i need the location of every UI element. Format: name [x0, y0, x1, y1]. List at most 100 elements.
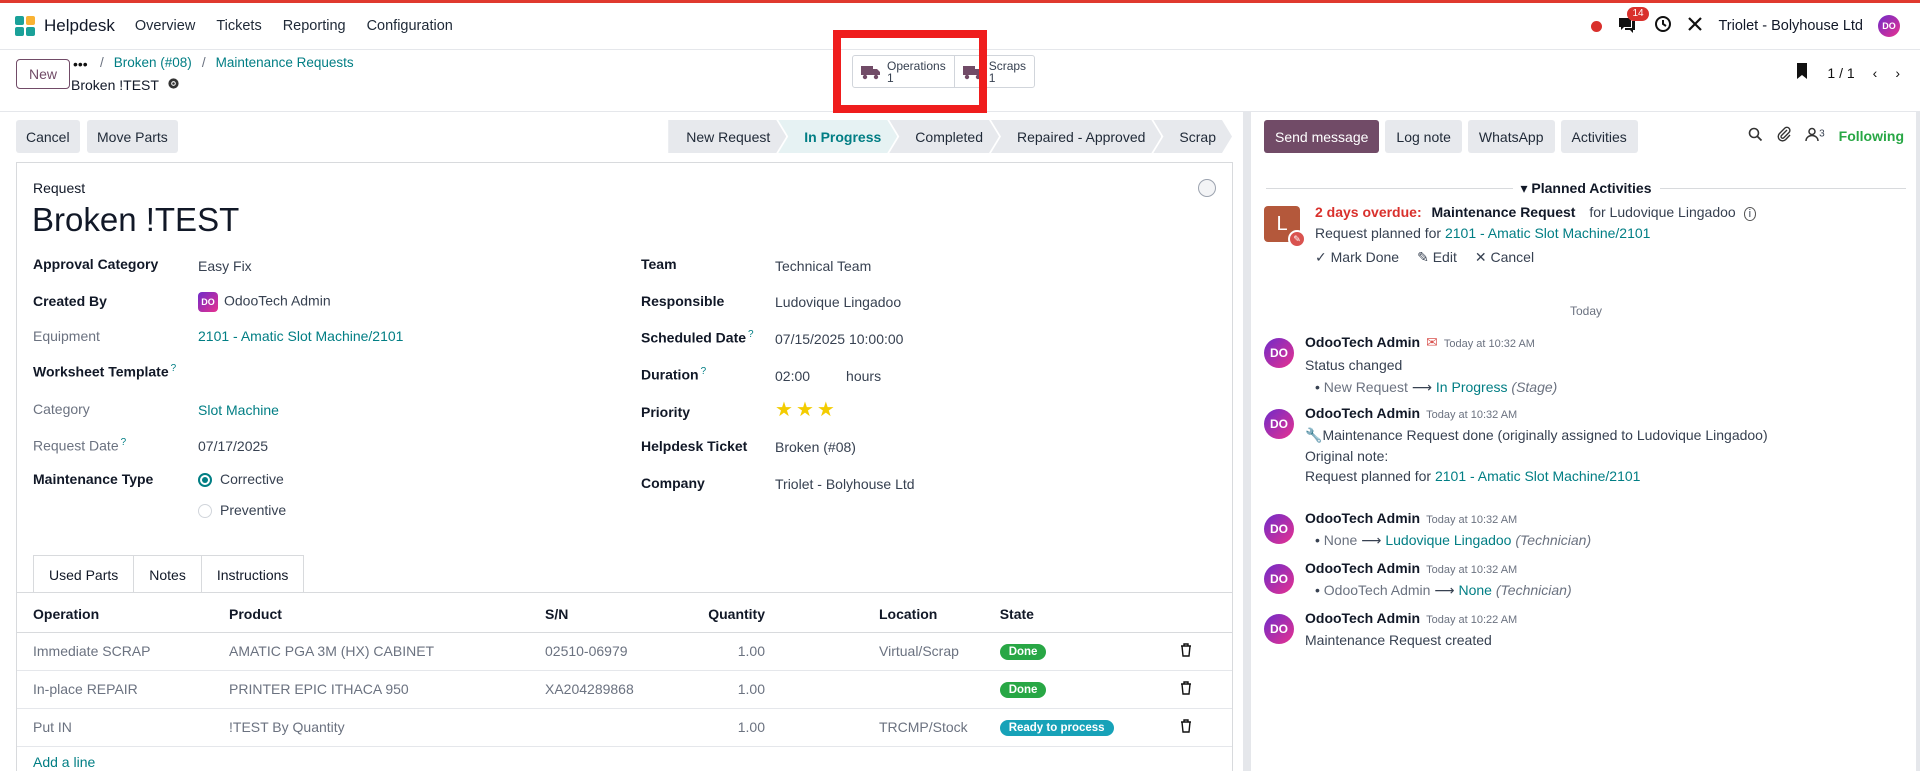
pager-value[interactable]: 1 / 1	[1827, 64, 1855, 81]
table-row[interactable]: Put IN !TEST By Quantity 1.00 TRCMP/Stoc…	[17, 708, 1232, 747]
table-row[interactable]: Immediate SCRAP AMATIC PGA 3M (HX) CABIN…	[17, 632, 1232, 671]
bookmark-icon[interactable]	[1795, 62, 1809, 83]
breadcrumb-ticket[interactable]: Broken (#08)	[113, 55, 192, 70]
menu-tickets[interactable]: Tickets	[216, 18, 262, 34]
tab-instructions[interactable]: Instructions	[200, 555, 305, 593]
message-author[interactable]: OdooTech Admin	[1305, 610, 1421, 626]
author-avatar[interactable]: DO	[1264, 564, 1294, 594]
chevron-right-icon[interactable]: ›	[1895, 64, 1900, 81]
helpdesk-ticket-field[interactable]: Broken (#08)	[775, 439, 856, 455]
cell-sn[interactable]: XA204289868	[529, 670, 677, 709]
message-author[interactable]: OdooTech Admin	[1305, 510, 1421, 526]
col-state[interactable]: State	[983, 596, 1164, 633]
help-icon[interactable]: ?	[120, 437, 127, 448]
cell-quantity[interactable]: 1.00	[677, 632, 781, 671]
whatsapp-button[interactable]: WhatsApp	[1467, 120, 1555, 153]
cell-product[interactable]: PRINTER EPIC ITHACA 950	[213, 670, 529, 709]
mark-done-button[interactable]: ✓ Mark Done	[1315, 249, 1400, 265]
team-field[interactable]: Technical Team	[775, 258, 872, 274]
edit-button[interactable]: ✎ Edit	[1417, 249, 1457, 265]
author-avatar[interactable]: DO	[1264, 614, 1294, 644]
star-icon[interactable]: ★	[775, 399, 793, 421]
cancel-button[interactable]: Cancel	[16, 120, 80, 153]
planned-activities-header[interactable]: ▾ Planned Activities	[1266, 178, 1906, 198]
author-avatar[interactable]: DO	[1264, 338, 1294, 368]
user-avatar[interactable]: DO	[1878, 15, 1900, 37]
chatter-scrollbar[interactable]	[1916, 112, 1920, 771]
star-icon[interactable]: ★	[816, 399, 835, 421]
cancel-activity-button[interactable]: ✕ Cancel	[1474, 249, 1535, 265]
message-author[interactable]: OdooTech Admin	[1305, 334, 1421, 350]
paperclip-icon[interactable]	[1777, 126, 1791, 145]
status-dot-icon[interactable]	[1591, 20, 1603, 32]
menu-configuration[interactable]: Configuration	[366, 18, 453, 34]
author-avatar[interactable]: DO	[1264, 409, 1294, 439]
created-by-field[interactable]: DO OdooTech Admin	[198, 292, 331, 312]
table-row[interactable]: In-place REPAIR PRINTER EPIC ITHACA 950 …	[17, 670, 1232, 709]
radio-empty-icon[interactable]	[198, 504, 212, 519]
move-parts-button[interactable]: Move Parts	[87, 120, 178, 153]
cell-operation[interactable]: Put IN	[17, 708, 213, 747]
followers-icon[interactable]: 3	[1805, 127, 1825, 145]
cell-location[interactable]	[781, 670, 984, 709]
trash-icon[interactable]	[1163, 670, 1232, 709]
following-button[interactable]: Following	[1838, 127, 1904, 144]
request-title[interactable]: Broken !TEST	[32, 201, 240, 238]
cell-operation[interactable]: In-place REPAIR	[17, 670, 213, 709]
add-line-link[interactable]: Add a line	[33, 754, 96, 770]
cell-quantity[interactable]: 1.00	[677, 708, 781, 747]
new-button[interactable]: New	[16, 59, 71, 89]
trash-icon[interactable]	[1163, 708, 1232, 747]
cell-location[interactable]: TRCMP/Stock	[781, 708, 984, 747]
author-avatar[interactable]: DO	[1264, 514, 1294, 544]
cell-quantity[interactable]: 1.00	[677, 670, 781, 709]
maintenance-type-corrective[interactable]: Corrective	[198, 471, 284, 488]
col-quantity[interactable]: Quantity	[677, 596, 781, 633]
col-product[interactable]: Product	[213, 596, 529, 633]
cell-product[interactable]: AMATIC PGA 3M (HX) CABINET	[213, 632, 529, 671]
duration-field[interactable]: 02:00 hours	[775, 368, 882, 384]
tools-icon[interactable]	[1687, 16, 1703, 36]
message-author[interactable]: OdooTech Admin	[1305, 560, 1421, 576]
cell-sn[interactable]	[529, 708, 677, 747]
cell-product[interactable]: !TEST By Quantity	[213, 708, 529, 747]
message-author[interactable]: OdooTech Admin	[1305, 405, 1421, 421]
maintenance-type-preventive[interactable]: Preventive	[198, 502, 286, 519]
company-switcher[interactable]: Triolet - Bolyhouse Ltd	[1718, 18, 1863, 34]
tab-used-parts[interactable]: Used Parts	[33, 555, 135, 593]
info-icon[interactable]: i	[1743, 207, 1757, 221]
messages-icon[interactable]: 14	[1617, 7, 1649, 36]
log-note-button[interactable]: Log note	[1385, 120, 1462, 153]
trash-icon[interactable]	[1163, 632, 1232, 671]
cell-location[interactable]: Virtual/Scrap	[781, 632, 984, 671]
stage-repaired-approved[interactable]: Repaired - Approved	[991, 120, 1161, 153]
kanban-state-icon[interactable]	[1198, 179, 1216, 197]
help-icon[interactable]: ?	[170, 363, 177, 374]
help-icon[interactable]: ?	[748, 329, 754, 340]
col-operation[interactable]: Operation	[17, 596, 213, 633]
activities-button[interactable]: Activities	[1560, 120, 1638, 153]
cell-sn[interactable]: 02510-06979	[529, 632, 677, 671]
priority-field[interactable]: ★ ★ ★	[775, 397, 838, 422]
col-sn[interactable]: S/N	[529, 596, 677, 633]
responsible-field[interactable]: Ludovique Lingadoo	[775, 294, 902, 310]
app-name[interactable]: Helpdesk	[44, 16, 115, 35]
breadcrumb-maintenance-requests[interactable]: Maintenance Requests	[215, 55, 354, 70]
record-link[interactable]: 2101 - Amatic Slot Machine/2101	[1434, 468, 1641, 484]
radio-selected-icon[interactable]	[198, 473, 212, 488]
stage-new-request[interactable]: New Request	[668, 120, 786, 153]
tab-notes[interactable]: Notes	[133, 555, 202, 593]
menu-reporting[interactable]: Reporting	[282, 18, 346, 34]
activity-record-link[interactable]: 2101 - Amatic Slot Machine/2101	[1444, 225, 1651, 241]
scheduled-date-field[interactable]: 07/15/2025 10:00:00	[775, 331, 904, 347]
stage-scrap[interactable]: Scrap	[1153, 120, 1232, 153]
request-date-field[interactable]: 07/17/2025	[198, 438, 269, 454]
company-field[interactable]: Triolet - Bolyhouse Ltd	[775, 476, 915, 492]
col-location[interactable]: Location	[781, 596, 984, 633]
stage-completed[interactable]: Completed	[889, 120, 999, 153]
more-actions-icon[interactable]: •••	[73, 56, 88, 72]
category-field[interactable]: Slot Machine	[198, 402, 279, 418]
menu-overview[interactable]: Overview	[134, 18, 196, 34]
equipment-field[interactable]: 2101 - Amatic Slot Machine/2101	[198, 328, 404, 344]
chevron-left-icon[interactable]: ‹	[1872, 64, 1878, 81]
